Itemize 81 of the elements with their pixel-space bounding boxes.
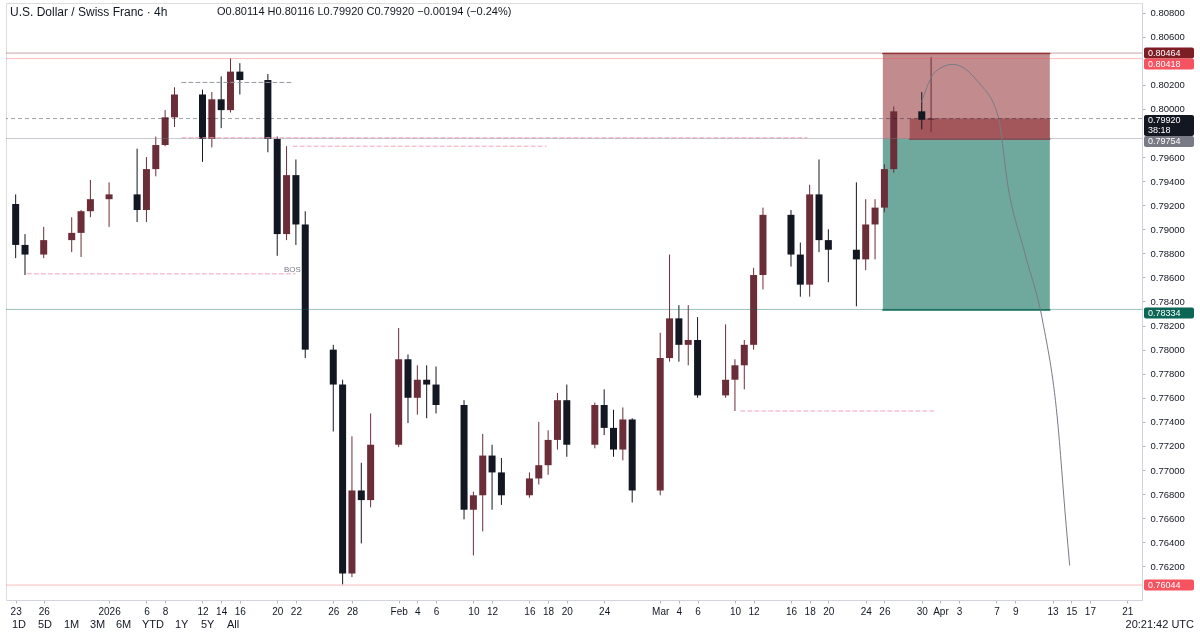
x-tick-label: 26 — [38, 605, 51, 617]
chart-title: U.S. Dollar / Swiss Franc · 4h — [10, 5, 168, 19]
ref-line-label: 0.80418 — [1148, 58, 1181, 69]
chart-subtitle: O0.80114 H0.80116 L0.79920 C0.79920 −0.00194 (−0.24%) — [217, 5, 512, 17]
ref-line-label: 0.78334 — [1148, 307, 1181, 318]
x-tick-label: 10 — [729, 605, 742, 617]
ref-line-label: 0.80464 — [1148, 47, 1181, 58]
x-tick-label: 3 — [956, 605, 963, 617]
text: 20:21:42 UTC — [1125, 618, 1195, 630]
x-tick-label: 21 — [1122, 605, 1134, 617]
x-tick-label: 4 — [676, 605, 683, 617]
x-tick-label: 6 — [144, 605, 151, 617]
y-tick-label: 0.76800 — [1150, 488, 1185, 500]
y-tick-label: 0.79200 — [1150, 199, 1185, 211]
y-tick-label: 0.77400 — [1150, 416, 1185, 428]
x-tick-label: Apr — [933, 605, 950, 617]
y-tick-label: 0.80200 — [1150, 79, 1185, 91]
y-tick-label: 0.80800 — [1150, 7, 1185, 19]
x-tick-label: 26 — [328, 605, 340, 617]
x-tick-label: 17 — [1084, 605, 1097, 617]
y-tick-label: 0.79400 — [1150, 175, 1185, 187]
x-tick-label: 13 — [1047, 605, 1060, 617]
x-tick-label: 4 — [415, 605, 422, 617]
text: 5Y — [201, 618, 216, 630]
x-tick-label: 16 — [234, 605, 247, 617]
text: 6M — [116, 618, 132, 630]
x-tick-label: 30 — [916, 605, 929, 617]
y-tick-label: 0.78800 — [1150, 247, 1185, 259]
x-tick-label: 20 — [823, 605, 835, 617]
x-tick-label: 26 — [879, 605, 891, 617]
x-tick-label: 2026 — [98, 605, 122, 617]
y-tick-label: 0.80000 — [1150, 103, 1185, 115]
x-tick-label: 12 — [487, 605, 499, 617]
y-tick-label: 0.78000 — [1150, 344, 1185, 356]
x-tick-label: 20 — [561, 605, 574, 617]
y-tick-label: 0.78400 — [1150, 296, 1185, 307]
x-tick-label: 18 — [804, 605, 817, 617]
y-tick-label: 0.77000 — [1150, 464, 1185, 476]
ref-line-label: 0.79920 38:18 — [1148, 114, 1181, 135]
y-tick-label: 0.78200 — [1150, 320, 1185, 332]
ref-line-label: 0.76044 — [1148, 579, 1181, 590]
x-tick-label: 15 — [1066, 605, 1078, 617]
y-tick-label: 0.76600 — [1150, 512, 1185, 524]
y-tick-label: 0.76200 — [1150, 560, 1185, 572]
y-tick-label: 0.77800 — [1150, 368, 1185, 380]
x-tick-label: 10 — [468, 605, 480, 617]
y-tick-label: 0.77600 — [1150, 392, 1185, 404]
x-tick-label: 8 — [162, 605, 169, 617]
x-tick-label: 20 — [272, 605, 284, 617]
x-tick-label: 28 — [346, 605, 359, 617]
text: YTD — [142, 618, 165, 630]
y-tick-label: 0.78600 — [1150, 271, 1185, 283]
y-tick-label: 0.77200 — [1150, 440, 1185, 452]
x-tick-label: 12 — [748, 605, 761, 617]
annotation: BOS — [283, 265, 301, 275]
x-tick-label: 23 — [10, 605, 23, 617]
x-tick-label: 12 — [197, 605, 209, 617]
x-tick-label: 18 — [543, 605, 555, 617]
text: All — [227, 618, 240, 630]
text: 1M — [64, 618, 80, 630]
ref-line-label: 0.79754 — [1148, 135, 1181, 146]
text: 3M — [90, 618, 106, 630]
x-tick-label: 24 — [599, 605, 611, 617]
text: 1Y — [175, 618, 190, 630]
text: 1D — [12, 618, 27, 630]
y-tick-label: 0.80600 — [1150, 31, 1185, 43]
x-tick-label: 6 — [695, 605, 702, 617]
x-tick-label: 7 — [994, 605, 1001, 617]
y-tick-label: 0.79000 — [1150, 223, 1185, 235]
y-tick-label: 0.76400 — [1150, 536, 1185, 548]
y-tick-label: 0.79600 — [1150, 151, 1185, 163]
x-tick-label: 16 — [785, 605, 798, 617]
text: 5D — [38, 618, 53, 630]
x-tick-label: 9 — [1012, 605, 1019, 617]
x-tick-label: 24 — [860, 605, 873, 617]
x-tick-label: 22 — [290, 605, 303, 617]
x-tick-label: Feb — [390, 605, 409, 617]
x-tick-label: Mar — [652, 605, 670, 617]
x-tick-label: 14 — [216, 605, 228, 617]
x-tick-label: 6 — [433, 605, 440, 617]
x-tick-label: 16 — [524, 605, 536, 617]
